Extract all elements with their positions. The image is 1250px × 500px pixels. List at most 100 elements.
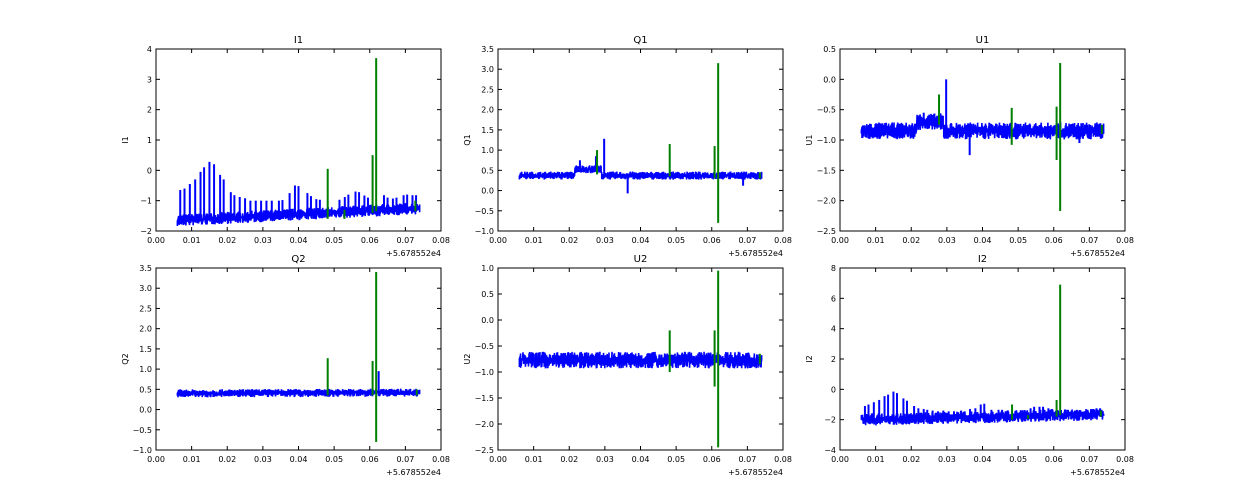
subplot-title: I2 [978, 254, 987, 265]
y-tick-label: 0 [147, 166, 152, 175]
x-tick-label: 0.08 [774, 236, 792, 245]
y-tick-label: 0.0 [139, 406, 152, 415]
series-main-band [860, 113, 1105, 140]
x-tick-label: 0.01 [525, 455, 543, 464]
y-tick-label: 0.5 [139, 385, 152, 394]
y-tick-label: 1.5 [139, 345, 152, 354]
x-tick-label: 0.06 [361, 236, 379, 245]
y-tick-label: 1.5 [481, 126, 494, 135]
y-tick-label: 2 [147, 106, 152, 115]
x-tick-label: 0.00 [147, 455, 165, 464]
y-tick-label: 3 [147, 75, 152, 84]
y-tick-label: −4 [824, 446, 836, 455]
y-axis-label: I2 [805, 355, 814, 362]
y-axis-label: Q1 [463, 134, 472, 145]
y-tick-label: 0.0 [823, 75, 836, 84]
x-tick-label: 0.03 [938, 236, 956, 245]
y-tick-label: 0.5 [823, 45, 836, 54]
x-tick-label: 0.02 [560, 236, 578, 245]
x-offset-label: +5.678552e4 [728, 468, 783, 477]
x-tick-label: 0.02 [560, 455, 578, 464]
x-tick-label: 0.02 [218, 236, 236, 245]
y-tick-label: 1.0 [481, 264, 494, 273]
x-tick-label: 0.04 [632, 236, 650, 245]
y-tick-label: −0.5 [475, 207, 494, 216]
x-tick-label: 0.06 [703, 455, 721, 464]
y-tick-label: 3.5 [139, 264, 152, 273]
x-tick-label: 0.03 [596, 236, 614, 245]
x-tick-label: 0.07 [738, 455, 756, 464]
series-main-band [860, 408, 1105, 426]
y-tick-label: −1 [140, 197, 152, 206]
y-tick-label: −1.0 [817, 136, 836, 145]
y-tick-label: −2.5 [817, 227, 836, 236]
y-tick-label: 8 [831, 264, 836, 273]
y-tick-label: 0.0 [481, 187, 494, 196]
y-tick-label: −1.0 [475, 368, 494, 377]
y-tick-label: 1.0 [481, 146, 494, 155]
x-tick-label: 0.08 [1116, 455, 1134, 464]
x-offset-label: +5.678552e4 [1070, 468, 1125, 477]
y-tick-label: 1 [147, 136, 152, 145]
y-tick-label: 6 [831, 294, 836, 303]
y-tick-label: −0.5 [133, 426, 152, 435]
subplot-u2: 0.00 0.01 0.02 0.03 0.04 0.05 0.06 0.07 0.08 −2.5… [463, 254, 792, 477]
y-tick-label: 1.0 [139, 365, 152, 374]
x-tick-label: 0.00 [489, 236, 507, 245]
subplot-title: U2 [634, 254, 648, 265]
subplot-title: I1 [294, 35, 303, 46]
x-tick-label: 0.03 [254, 236, 272, 245]
axes-frame [155, 267, 442, 451]
y-tick-label: 0.0 [481, 316, 494, 325]
y-tick-label: −2 [824, 416, 836, 425]
y-tick-label: −1.5 [817, 166, 836, 175]
x-offset-label: +5.678552e4 [386, 249, 441, 258]
y-tick-label: −0.5 [475, 342, 494, 351]
subplot-title: Q1 [633, 35, 647, 46]
x-tick-label: 0.06 [1045, 455, 1063, 464]
x-tick-label: 0.00 [147, 236, 165, 245]
x-tick-label: 0.00 [831, 455, 849, 464]
y-tick-label: −1.0 [133, 446, 152, 455]
plot-area [176, 58, 421, 227]
y-axis-label: U2 [463, 354, 472, 365]
x-tick-label: 0.04 [290, 455, 308, 464]
x-offset-label: +5.678552e4 [1070, 249, 1125, 258]
x-tick-label: 0.04 [974, 455, 992, 464]
x-tick-label: 0.07 [396, 236, 414, 245]
x-tick-label: 0.01 [867, 455, 885, 464]
subplot-q1: 0.00 0.01 0.02 0.03 0.04 0.05 0.06 0.07 0.08 −1.0… [463, 35, 792, 258]
plot-area [518, 270, 763, 448]
x-tick-label: 0.07 [1080, 236, 1098, 245]
x-tick-label: 0.04 [632, 455, 650, 464]
subplot-q2: 0.00 0.01 0.02 0.03 0.04 0.05 0.06 0.07 0.08 −1.0… [121, 254, 450, 477]
y-axis-label: U1 [805, 135, 814, 146]
y-tick-label: −0.5 [817, 106, 836, 115]
y-tick-label: 2.5 [139, 304, 152, 313]
y-axis-label: Q2 [121, 353, 130, 364]
subplot-title: U1 [976, 35, 990, 46]
x-tick-label: 0.01 [525, 236, 543, 245]
x-tick-label: 0.00 [489, 455, 507, 464]
subplot-u1: 0.00 0.01 0.02 0.03 0.04 0.05 0.06 0.07 0.08 −2.5… [805, 35, 1134, 258]
y-tick-label: 2 [831, 355, 836, 364]
x-tick-label: 0.05 [325, 236, 343, 245]
x-tick-label: 0.03 [254, 455, 272, 464]
y-tick-label: −2.0 [817, 197, 836, 206]
x-tick-label: 0.00 [831, 236, 849, 245]
y-tick-label: 3.5 [481, 45, 494, 54]
x-tick-label: 0.07 [738, 236, 756, 245]
x-offset-label: +5.678552e4 [386, 468, 441, 477]
x-tick-label: 0.08 [774, 455, 792, 464]
y-tick-label: 0.5 [481, 290, 494, 299]
y-tick-label: −2.0 [475, 420, 494, 429]
x-tick-label: 0.01 [183, 455, 201, 464]
y-tick-label: 0 [831, 385, 836, 394]
subplot-title: Q2 [291, 254, 305, 265]
axes-frame [839, 48, 1126, 232]
axes-frame [497, 48, 784, 232]
y-tick-label: 4 [147, 45, 152, 54]
y-tick-label: −2 [140, 227, 152, 236]
x-tick-label: 0.08 [1116, 236, 1134, 245]
